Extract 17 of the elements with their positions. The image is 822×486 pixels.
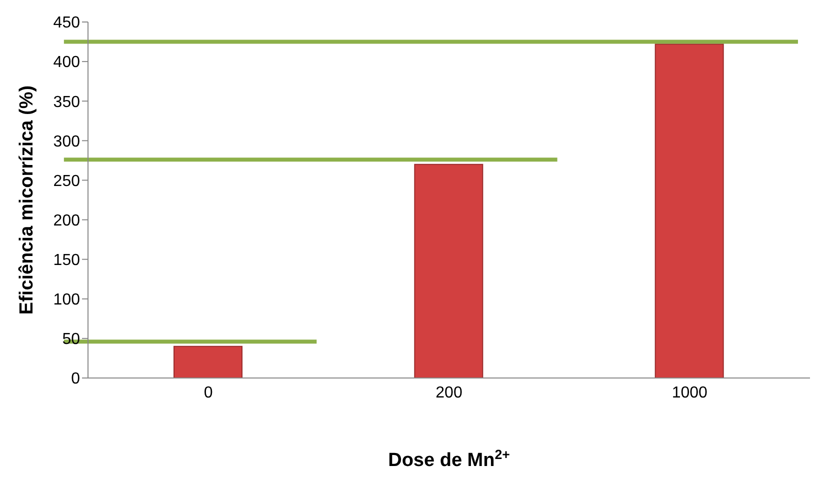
bar (414, 164, 484, 378)
x-tick-label: 1000 (672, 384, 708, 402)
bar (174, 346, 242, 378)
bar (654, 44, 724, 378)
y-tick-label: 250 (53, 172, 80, 190)
y-tick-label: 150 (53, 252, 80, 270)
y-tick-label: 300 (53, 133, 80, 150)
x-axis-title: Dose de Mn$^{2+}$ (388, 446, 510, 471)
x-tick-label: 0 (204, 384, 213, 402)
y-tick-label: 400 (53, 54, 80, 72)
y-tick-label: 350 (53, 94, 80, 111)
y-tick-label: 200 (53, 212, 80, 230)
y-tick-label: 100 (53, 292, 80, 309)
y-tick-label: 450 (53, 14, 80, 32)
y-tick-label: 0 (71, 370, 80, 388)
y-axis-title: Eficiência micorrízica (%) (16, 85, 38, 315)
x-tick-label: 200 (436, 384, 462, 402)
